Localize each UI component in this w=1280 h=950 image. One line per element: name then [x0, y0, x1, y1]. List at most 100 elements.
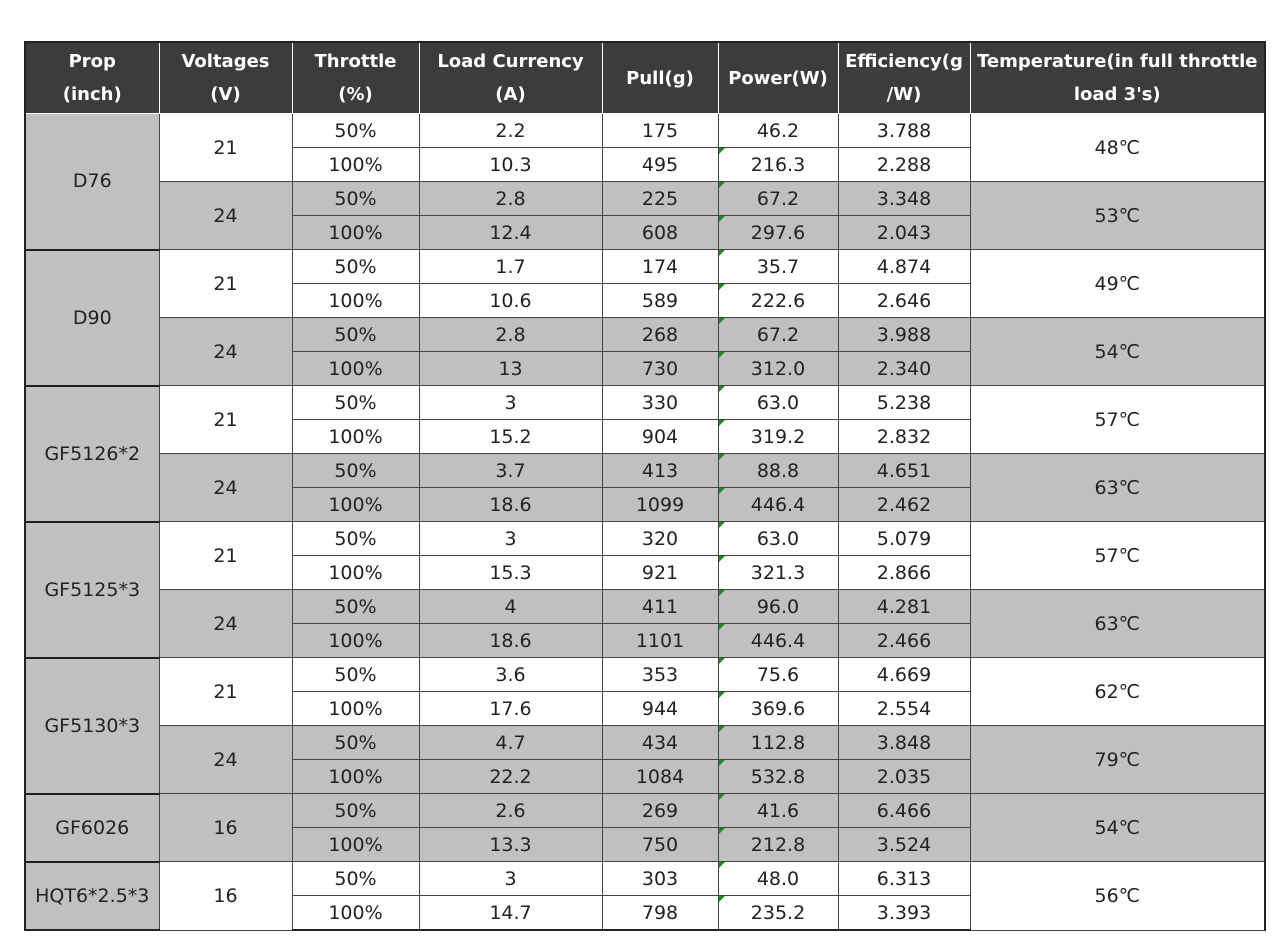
- throttle-cell: 50%: [291, 453, 420, 488]
- pull-cell: 330: [601, 385, 719, 420]
- efficiency-cell: 2.554: [837, 691, 971, 726]
- prop-cell: D76: [24, 113, 160, 251]
- efficiency-cell: 4.281: [837, 589, 971, 624]
- header-pull-line: Pull(g): [626, 67, 694, 89]
- throttle-cell: 100%: [291, 691, 420, 726]
- table-header: Prop (inch) Voltages (V) Throttle (%) Load Cur…: [24, 41, 1266, 114]
- current-cell: 1.7: [418, 249, 603, 284]
- current-cell: 15.2: [418, 419, 603, 454]
- table-row: GF5125*3 21 50% 3 320 63.0 5.079 57℃: [24, 521, 1266, 659]
- pull-cell: 413: [601, 453, 719, 488]
- throttle-cell: 50%: [291, 793, 420, 828]
- temperature-cell: 54℃: [969, 317, 1266, 386]
- efficiency-cell: 2.043: [837, 215, 971, 250]
- throttle-cell: 100%: [291, 555, 420, 590]
- header-pull: Pull(g): [601, 41, 719, 114]
- comment-marker-icon: [719, 726, 725, 732]
- comment-marker-icon: [719, 658, 725, 664]
- comment-marker-icon: [719, 624, 725, 630]
- comment-marker-icon: [719, 420, 725, 426]
- efficiency-cell: 3.988: [837, 317, 971, 352]
- pull-cell: 1101: [601, 623, 719, 658]
- comment-marker-icon: [719, 828, 725, 834]
- current-cell: 3: [418, 385, 603, 420]
- current-cell: 18.6: [418, 487, 603, 522]
- voltage-cell: 16: [158, 861, 293, 931]
- temperature-cell: 79℃: [969, 725, 1266, 794]
- power-value: 112.8: [750, 731, 806, 754]
- comment-marker-icon: [719, 250, 725, 256]
- power-value: 312.0: [750, 357, 806, 380]
- power-value: 297.6: [750, 221, 806, 244]
- voltage-cell: 16: [158, 793, 293, 862]
- throttle-cell: 50%: [291, 181, 420, 216]
- table-row: 24 50% 4 411 96.0 4.281 63℃: [25, 589, 1266, 658]
- throttle-cell: 50%: [291, 589, 420, 624]
- header-row: Prop (inch) Voltages (V) Throttle (%) Load Cur…: [24, 41, 1266, 114]
- pull-cell: 730: [601, 351, 719, 386]
- table-row: GF5126*2 21 50% 3 330 63.0 5.238 57℃: [24, 385, 1266, 523]
- comment-marker-icon: [719, 488, 725, 494]
- power-value: 446.4: [750, 493, 806, 516]
- temperature-cell: 54℃: [969, 793, 1266, 862]
- pull-cell: 434: [601, 725, 719, 760]
- pull-cell: 320: [601, 521, 719, 556]
- current-cell: 15.3: [418, 555, 603, 590]
- power-cell: 235.2: [717, 895, 839, 931]
- pull-cell: 608: [601, 215, 719, 250]
- header-efficiency: Efficiency(g/W): [837, 41, 971, 114]
- current-cell: 17.6: [418, 691, 603, 726]
- throttle-cell: 50%: [291, 249, 420, 284]
- throttle-cell: 100%: [291, 215, 420, 250]
- efficiency-cell: 6.466: [837, 793, 971, 828]
- pull-cell: 1099: [601, 487, 719, 522]
- comment-marker-icon: [719, 692, 725, 698]
- comment-marker-icon: [719, 556, 725, 562]
- current-cell: 2.8: [418, 181, 603, 216]
- power-value: 369.6: [750, 697, 806, 720]
- power-value: 46.2: [756, 119, 800, 142]
- comment-marker-icon: [719, 794, 725, 800]
- pull-cell: 495: [601, 147, 719, 182]
- temperature-cell: 56℃: [969, 861, 1266, 931]
- comment-marker-icon: [719, 522, 725, 528]
- power-cell: 63.0: [717, 521, 839, 556]
- table-row: 24 50% 3.7 413 88.8 4.651 63℃: [25, 453, 1266, 522]
- power-cell: 321.3: [717, 555, 839, 590]
- current-cell: 4: [418, 589, 603, 624]
- voltage-cell: 24: [158, 181, 293, 250]
- current-cell: 2.6: [418, 793, 603, 828]
- power-cell: 35.7: [717, 249, 839, 284]
- power-cell: 319.2: [717, 419, 839, 454]
- power-cell: 75.6: [717, 657, 839, 692]
- prop-cell: GF5126*2: [24, 385, 160, 523]
- power-cell: 112.8: [717, 725, 839, 760]
- power-value: 96.0: [756, 595, 800, 618]
- voltage-cell: 21: [158, 385, 293, 454]
- voltage-cell: 24: [158, 453, 293, 522]
- header-power-line: Power(W): [728, 67, 828, 89]
- header-prop-line: Prop: [68, 51, 116, 72]
- comment-marker-icon: [719, 216, 725, 222]
- throttle-cell: 100%: [291, 419, 420, 454]
- efficiency-cell: 6.313: [837, 861, 971, 896]
- comment-marker-icon: [719, 590, 725, 596]
- current-cell: 14.7: [418, 895, 603, 931]
- efficiency-cell: 2.462: [837, 487, 971, 522]
- throttle-cell: 50%: [291, 317, 420, 352]
- header-voltage-line: Voltages: [181, 51, 270, 72]
- power-cell: 41.6: [717, 793, 839, 828]
- temperature-cell: 57℃: [969, 521, 1266, 590]
- power-cell: 67.2: [717, 317, 839, 352]
- pull-cell: 268: [601, 317, 719, 352]
- comment-marker-icon: [719, 386, 725, 392]
- comment-marker-icon: [719, 352, 725, 358]
- power-value: 67.2: [756, 323, 800, 346]
- pull-cell: 303: [601, 861, 719, 896]
- table-row: 24 50% 2.8 225 67.2 3.348 53℃: [25, 181, 1266, 250]
- efficiency-cell: 2.340: [837, 351, 971, 386]
- power-value: 48.0: [756, 867, 800, 890]
- voltage-cell: 21: [158, 113, 293, 182]
- voltage-cell: 24: [158, 317, 293, 386]
- table-row: 100% 14.7 798 235.2 3.393: [25, 895, 1265, 931]
